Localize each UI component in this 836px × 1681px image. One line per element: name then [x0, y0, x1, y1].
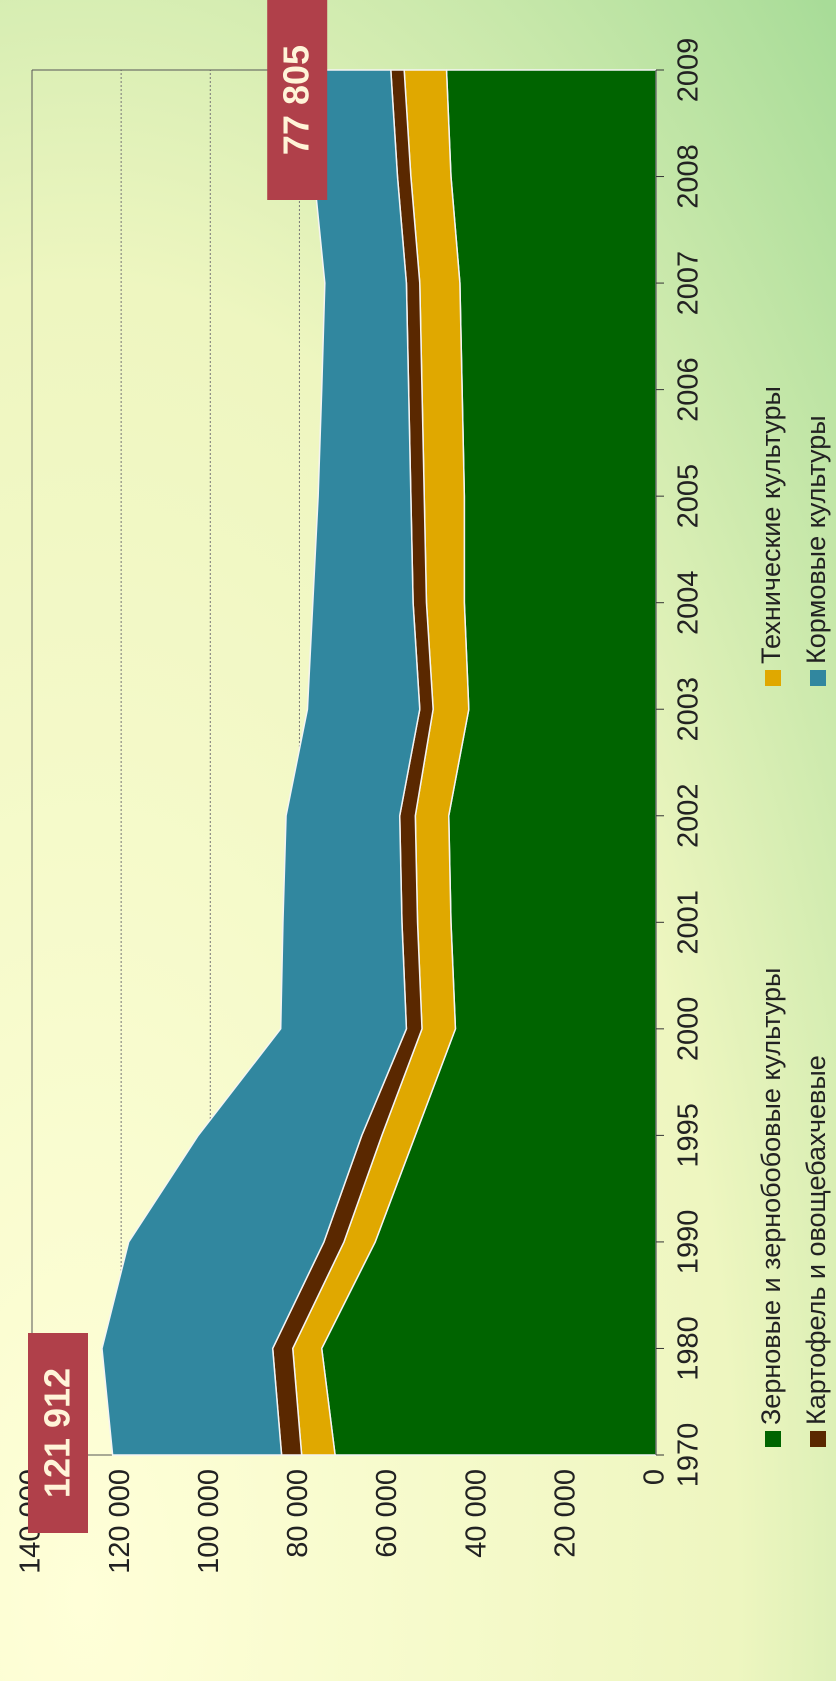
x-tick-label: 2007: [673, 251, 705, 316]
x-tick-label: 2006: [673, 357, 705, 422]
legend-swatch: [765, 1431, 781, 1447]
legend-swatch: [810, 1431, 826, 1447]
x-tick-label: 1995: [673, 1103, 705, 1168]
x-tick-label: 2008: [673, 144, 705, 209]
area: [101, 69, 421, 1456]
x-tick-label: 2004: [673, 570, 705, 635]
legend-swatch: [765, 670, 781, 686]
x-tick-label: 2000: [673, 997, 705, 1062]
annotation-box: [267, 0, 328, 200]
y-tick-label: 0: [639, 1469, 671, 1485]
y-tick-label: 40 000: [460, 1469, 492, 1558]
y-tick-label: 120 000: [104, 1469, 136, 1574]
x-tick-label: 1970: [673, 1423, 705, 1488]
legend-label: Кормовые культуры: [801, 415, 831, 664]
y-tick-label: 20 000: [550, 1469, 582, 1558]
y-tick-label: 100 000: [193, 1469, 225, 1574]
legend-label: Зерновые и зернобобовые культуры: [756, 968, 786, 1425]
x-tick-label: 2009: [673, 38, 705, 103]
annotation-label: 121 912: [37, 1368, 78, 1498]
legend-label: Картофель и овощебахчевые: [801, 1055, 831, 1425]
x-tick-label: 2002: [673, 784, 705, 849]
x-tick-label: 2005: [673, 464, 705, 529]
x-tick-label: 2001: [673, 890, 705, 955]
x-tick-label: 1990: [673, 1210, 705, 1275]
annotation-label: 77 805: [276, 45, 317, 155]
legend-swatch: [810, 670, 826, 686]
x-tick-label: 1980: [673, 1316, 705, 1381]
x-tick-label: 2003: [673, 677, 705, 742]
y-tick-label: 80 000: [282, 1469, 314, 1558]
legend-label: Технические культуры: [756, 386, 786, 664]
annotation-box: [28, 1333, 88, 1533]
y-tick-label: 60 000: [371, 1469, 403, 1558]
